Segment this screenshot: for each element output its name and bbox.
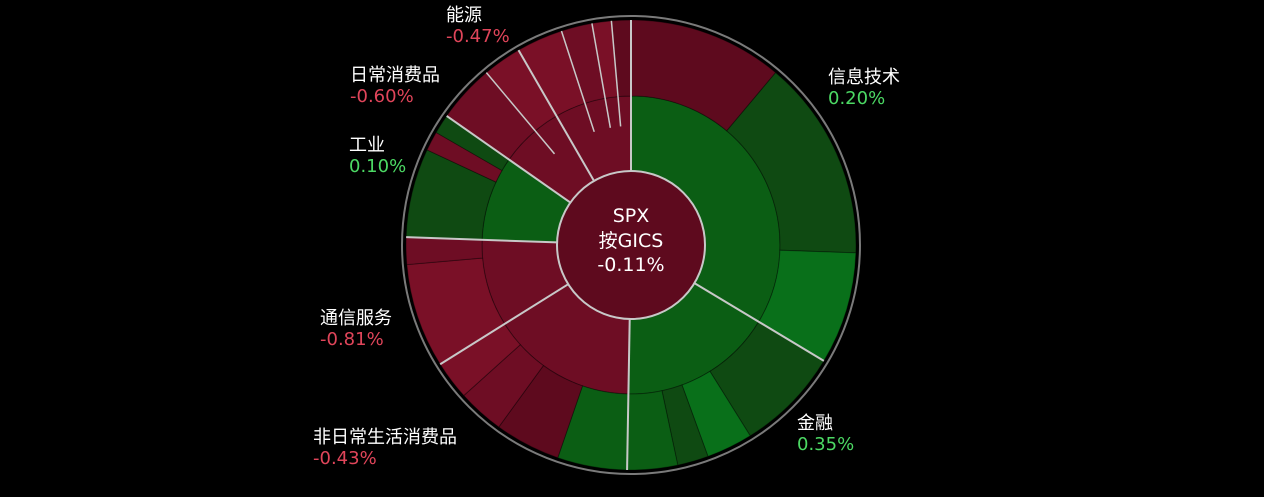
sector-change: -0.81% (320, 328, 384, 350)
segment-info-tech-3[interactable] (758, 249, 857, 362)
sector-change: -0.47% (446, 25, 510, 47)
sector-name: 金融 (797, 413, 833, 434)
segment-divider (610, 20, 622, 127)
segment-industrials-2[interactable] (426, 131, 503, 183)
sector-label-communication[interactable]: 通信服务 -0.81% (320, 308, 392, 350)
sector-change: 0.10% (349, 155, 407, 177)
sector-name: 非日常生活消费品 (313, 427, 457, 448)
sector-label-info-tech[interactable]: 信息技术 0.20% (828, 67, 900, 109)
center-index: SPX (612, 205, 650, 227)
segment-info-tech-2[interactable] (726, 71, 857, 254)
segment-financials-1[interactable] (709, 321, 825, 437)
sector-name: 通信服务 (320, 308, 392, 329)
sector-name: 能源 (446, 5, 482, 26)
outer-rim (401, 15, 861, 475)
sector-name: 信息技术 (828, 67, 900, 88)
sector-divider (693, 282, 825, 362)
sector-change: -0.60% (350, 85, 414, 107)
segment-divider (591, 23, 612, 128)
sector-label-energy[interactable]: 能源 -0.47% (446, 5, 510, 47)
sector-divider (406, 236, 558, 244)
segment-consumer-discretionary-2[interactable] (498, 364, 584, 459)
center-change: -0.11% (597, 254, 665, 277)
sector-divider (446, 115, 571, 204)
sector-change: 0.20% (828, 87, 886, 109)
segment-financials-2[interactable] (681, 370, 751, 458)
sector-change: -0.43% (313, 447, 377, 469)
sector-divider (439, 283, 569, 366)
sector-divider (517, 49, 595, 182)
segment-divider (560, 30, 595, 133)
sector-name: 日常消费品 (350, 65, 440, 86)
sector-label-consumer-staples[interactable]: 日常消费品 -0.60% (350, 65, 440, 107)
sector-label-industrials[interactable]: 工业 0.10% (349, 135, 407, 177)
sector-divider (626, 318, 631, 470)
sector-name: 工业 (349, 135, 385, 156)
sector-label-consumer-discretionary[interactable]: 非日常生活消费品 -0.43% (313, 427, 457, 469)
center-grouping: 按GICS (598, 229, 664, 252)
sector-label-financials[interactable]: 金融 0.35% (797, 413, 855, 455)
center-label: SPX 按GICS -0.11% (561, 204, 701, 278)
sector-change: 0.35% (797, 433, 855, 455)
center-disc[interactable] (556, 170, 706, 320)
segment-divider (485, 72, 556, 155)
